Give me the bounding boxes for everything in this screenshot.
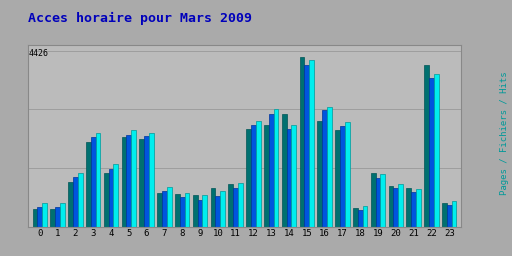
Bar bbox=[104, 173, 109, 227]
Bar bbox=[73, 177, 78, 227]
Bar bbox=[238, 183, 243, 227]
Bar bbox=[452, 201, 456, 227]
Bar bbox=[78, 173, 82, 227]
Bar bbox=[282, 114, 287, 227]
Bar bbox=[345, 122, 350, 227]
Bar bbox=[198, 200, 202, 227]
Bar bbox=[109, 169, 113, 227]
Bar bbox=[380, 174, 385, 227]
Bar bbox=[424, 65, 429, 227]
Bar bbox=[37, 207, 42, 227]
Bar bbox=[131, 130, 136, 227]
Text: Pages / Fichiers / Hits: Pages / Fichiers / Hits bbox=[500, 71, 509, 195]
Bar bbox=[139, 138, 144, 227]
Bar bbox=[317, 121, 322, 227]
Bar bbox=[411, 192, 416, 227]
Bar bbox=[149, 133, 154, 227]
Bar bbox=[429, 78, 434, 227]
Bar bbox=[113, 164, 118, 227]
Bar bbox=[96, 133, 100, 227]
Bar bbox=[91, 137, 96, 227]
Bar bbox=[180, 197, 184, 227]
Bar bbox=[184, 193, 189, 227]
Bar bbox=[175, 194, 180, 227]
Bar bbox=[121, 137, 126, 227]
Bar bbox=[389, 186, 393, 227]
Bar bbox=[309, 60, 314, 227]
Bar bbox=[393, 188, 398, 227]
Bar bbox=[335, 130, 340, 227]
Bar bbox=[220, 191, 225, 227]
Bar bbox=[60, 203, 65, 227]
Bar bbox=[358, 210, 362, 227]
Bar bbox=[33, 209, 37, 227]
Bar bbox=[193, 196, 198, 227]
Bar bbox=[144, 136, 149, 227]
Bar bbox=[167, 187, 172, 227]
Bar bbox=[50, 209, 55, 227]
Bar bbox=[362, 206, 368, 227]
Bar bbox=[162, 191, 167, 227]
Bar bbox=[327, 107, 332, 227]
Bar bbox=[442, 203, 447, 227]
Text: Acces horaire pour Mars 2009: Acces horaire pour Mars 2009 bbox=[28, 12, 252, 25]
Bar bbox=[251, 124, 256, 227]
Bar bbox=[264, 124, 269, 227]
Bar bbox=[157, 193, 162, 227]
Bar bbox=[269, 114, 273, 227]
Bar bbox=[202, 195, 207, 227]
Bar bbox=[86, 142, 91, 227]
Bar bbox=[216, 196, 220, 227]
Bar bbox=[353, 208, 358, 227]
Bar bbox=[322, 111, 327, 227]
Bar bbox=[291, 124, 296, 227]
Bar bbox=[305, 65, 309, 227]
Bar bbox=[126, 135, 131, 227]
Bar bbox=[55, 207, 60, 227]
Bar bbox=[68, 182, 73, 227]
Bar bbox=[256, 121, 261, 227]
Bar bbox=[371, 173, 376, 227]
Text: 4426: 4426 bbox=[29, 49, 49, 58]
Bar bbox=[398, 184, 403, 227]
Bar bbox=[434, 74, 439, 227]
Bar bbox=[287, 129, 291, 227]
Bar bbox=[376, 178, 380, 227]
Bar bbox=[416, 189, 421, 227]
Bar bbox=[228, 184, 233, 227]
Bar bbox=[210, 188, 216, 227]
Bar bbox=[42, 203, 47, 227]
Bar bbox=[246, 129, 251, 227]
Bar bbox=[233, 188, 238, 227]
Bar bbox=[340, 126, 345, 227]
Bar bbox=[300, 57, 305, 227]
Bar bbox=[447, 205, 452, 227]
Bar bbox=[407, 188, 411, 227]
Bar bbox=[273, 109, 279, 227]
